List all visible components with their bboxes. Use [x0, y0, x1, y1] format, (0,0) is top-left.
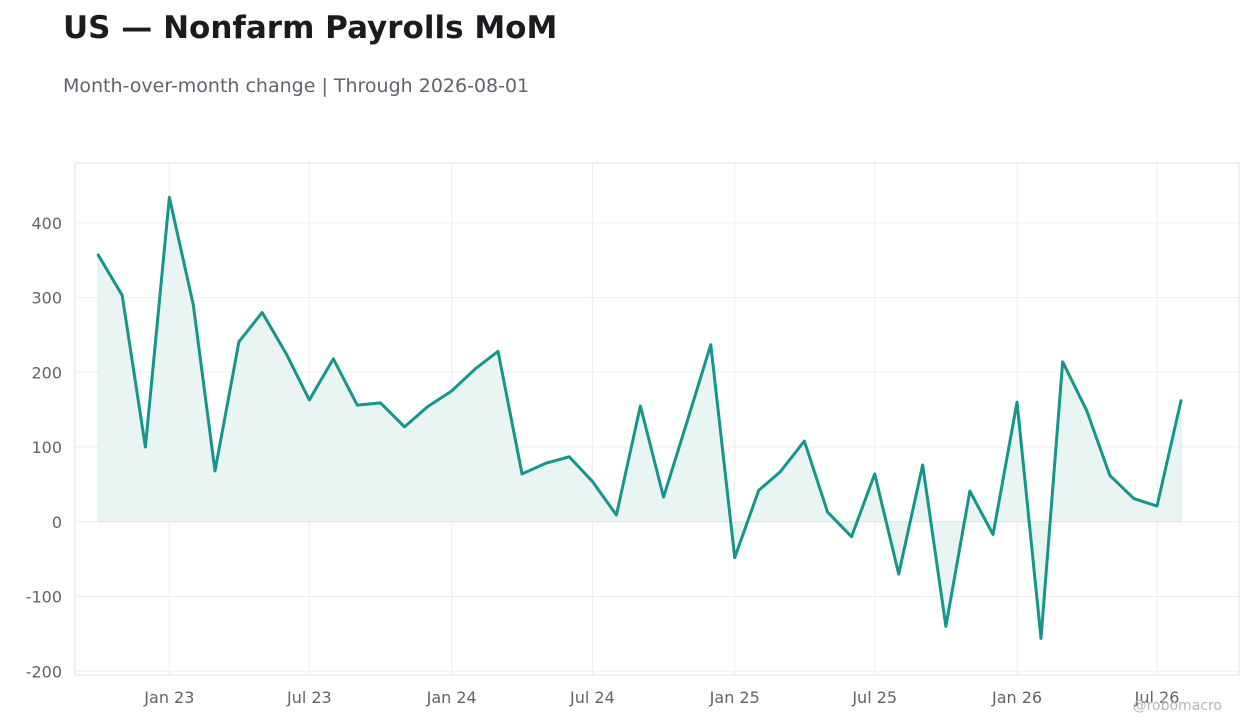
- y-tick-label: 200: [31, 363, 62, 382]
- y-tick-label: 300: [31, 289, 62, 308]
- x-tick-label: Jul 26: [1134, 688, 1180, 707]
- data-point: [143, 445, 147, 449]
- data-point: [167, 195, 171, 199]
- x-axis-ticks: Jan 23 Jul 23 Jan 24 Jul 24 Jan 25 Jul 25 Jan …: [143, 688, 1179, 707]
- data-point: [757, 488, 761, 492]
- data-point: [897, 572, 901, 576]
- chart-subtitle: Month-over-month change | Through 2026-0…: [63, 75, 530, 97]
- grid-lines: [75, 163, 1239, 675]
- data-point: [850, 535, 854, 539]
- watermark: @robomacro: [1132, 698, 1222, 714]
- y-tick-label: -100: [26, 588, 62, 607]
- data-point: [1155, 504, 1159, 508]
- data-point: [991, 532, 995, 536]
- data-point: [450, 389, 454, 393]
- data-point: [213, 469, 217, 473]
- data-point: [1179, 399, 1183, 403]
- data-point: [968, 489, 972, 493]
- data-point: [331, 357, 335, 361]
- data-point: [496, 349, 500, 353]
- data-point: [1015, 400, 1019, 404]
- y-tick-label: 100: [31, 438, 62, 457]
- data-point: [1132, 497, 1136, 501]
- data-point: [96, 253, 100, 257]
- y-tick-label: 0: [52, 513, 62, 532]
- data-point: [426, 405, 430, 409]
- plot-frame-border: [74, 162, 1240, 676]
- data-point: [826, 510, 830, 514]
- data-point: [873, 472, 877, 476]
- data-point: [543, 461, 547, 465]
- data-point: [778, 470, 782, 474]
- x-tick-label: Jan 26: [991, 688, 1042, 707]
- data-point: [284, 352, 288, 356]
- data-point: [1061, 360, 1065, 364]
- data-point: [733, 556, 737, 560]
- x-tick-label: Jul 23: [286, 688, 332, 707]
- x-tick-label: Jul 25: [851, 688, 897, 707]
- data-point: [567, 455, 571, 459]
- y-tick-label: -200: [26, 662, 62, 681]
- data-point: [1108, 473, 1112, 477]
- y-tick-label: 400: [31, 214, 62, 233]
- series-line: [96, 195, 1183, 640]
- chart-title: US — Nonfarm Payrolls MoM: [63, 10, 558, 46]
- data-point: [355, 403, 359, 407]
- data-point: [921, 463, 925, 467]
- y-axis-ticks: -200 -100 0 100 200 300 400: [26, 214, 62, 681]
- data-point: [614, 513, 618, 517]
- data-point: [662, 495, 666, 499]
- data-point: [1039, 636, 1043, 640]
- x-tick-label: Jan 24: [426, 688, 477, 707]
- data-point: [520, 472, 524, 476]
- data-point: [191, 303, 195, 307]
- data-point: [590, 479, 594, 483]
- data-point: [402, 425, 406, 429]
- data-point: [686, 418, 690, 422]
- data-point: [260, 310, 264, 314]
- x-tick-label: Jan 23: [143, 688, 194, 707]
- data-point: [1085, 408, 1089, 412]
- data-point: [474, 367, 478, 371]
- data-point: [237, 340, 241, 344]
- data-point: [379, 401, 383, 405]
- data-point: [638, 404, 642, 408]
- data-point: [307, 398, 311, 402]
- x-tick-label: Jul 24: [569, 688, 615, 707]
- data-point: [802, 439, 806, 443]
- data-point: [709, 343, 713, 347]
- series-line-layer: [96, 195, 1183, 640]
- x-tick-label: Jan 25: [709, 688, 760, 707]
- data-point: [120, 293, 124, 297]
- plot-frame: [74, 162, 1240, 676]
- data-point: [944, 624, 948, 628]
